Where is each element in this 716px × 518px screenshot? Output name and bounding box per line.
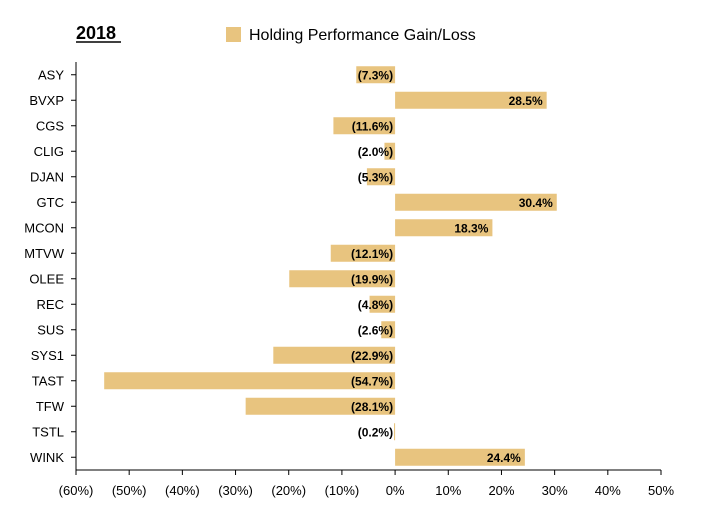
category-label-bvxp: BVXP <box>29 93 64 108</box>
x-tick-label: 10% <box>435 483 461 498</box>
bar-wink <box>395 448 525 466</box>
category-label-gtc: GTC <box>37 195 64 210</box>
category-label-mcon: MCON <box>24 220 64 235</box>
bar-djan <box>366 168 396 186</box>
category-label-cgs: CGS <box>36 118 65 133</box>
category-label-clig: CLIG <box>34 144 64 159</box>
data-label-clig: (2.0%) <box>358 145 393 159</box>
data-label-asy: (7.3%) <box>358 68 393 82</box>
data-label-wink: 24.4% <box>487 451 521 465</box>
bar-tast <box>104 372 396 390</box>
category-label-wink: WINK <box>30 450 64 465</box>
data-label-sys1: (22.9%) <box>351 349 393 363</box>
category-label-rec: REC <box>37 297 64 312</box>
x-tick-label: (50%) <box>112 483 147 498</box>
bar-sus <box>381 321 396 339</box>
data-label-gtc: 30.4% <box>519 196 553 210</box>
x-tick-label: 30% <box>542 483 568 498</box>
x-tick-label: 50% <box>648 483 674 498</box>
bar-tfw <box>245 397 396 415</box>
legend-swatch <box>226 27 241 42</box>
x-tick-label: (30%) <box>218 483 253 498</box>
x-tick-label: (10%) <box>325 483 360 498</box>
category-label-djan: DJAN <box>30 169 64 184</box>
x-tick-label: 20% <box>488 483 514 498</box>
data-label-djan: (5.3%) <box>358 170 393 184</box>
category-label-sus: SUS <box>37 322 64 337</box>
bar-rec <box>369 295 396 313</box>
category-label-sys1: SYS1 <box>31 348 64 363</box>
bar-clig <box>384 142 396 160</box>
bar-mcon <box>395 219 493 237</box>
bar-mtvw <box>330 244 396 262</box>
bar-tstl <box>394 423 396 441</box>
bar-bvxp <box>395 91 547 109</box>
data-label-mcon: 18.3% <box>454 221 488 235</box>
data-label-olee: (19.9%) <box>351 272 393 286</box>
data-label-tfw: (28.1%) <box>351 400 393 414</box>
category-label-asy: ASY <box>38 67 64 82</box>
data-label-mtvw: (12.1%) <box>351 247 393 261</box>
category-label-mtvw: MTVW <box>24 246 64 261</box>
category-label-tast: TAST <box>32 373 64 388</box>
x-tick-label: (40%) <box>165 483 200 498</box>
legend-label: Holding Performance Gain/Loss <box>249 27 476 44</box>
x-tick-label: (20%) <box>271 483 306 498</box>
category-label-tstl: TSTL <box>32 424 64 439</box>
data-label-rec: (4.8%) <box>358 298 393 312</box>
bar-sys1 <box>273 346 396 364</box>
data-label-bvxp: 28.5% <box>509 94 543 108</box>
bar-asy <box>356 66 396 84</box>
x-tick-label: 40% <box>595 483 621 498</box>
data-label-sus: (2.6%) <box>358 323 393 337</box>
bar-olee <box>289 270 396 288</box>
data-label-tstl: (0.2%) <box>358 425 393 439</box>
bar-cgs <box>333 117 396 135</box>
x-tick-label: (60%) <box>59 483 94 498</box>
bar-gtc <box>395 193 557 211</box>
data-label-tast: (54.7%) <box>351 374 393 388</box>
category-label-olee: OLEE <box>29 271 64 286</box>
x-tick-label: 0% <box>386 483 405 498</box>
chart-title: 2018 <box>76 23 116 43</box>
data-label-cgs: (11.6%) <box>352 119 393 133</box>
category-label-tfw: TFW <box>36 399 65 414</box>
